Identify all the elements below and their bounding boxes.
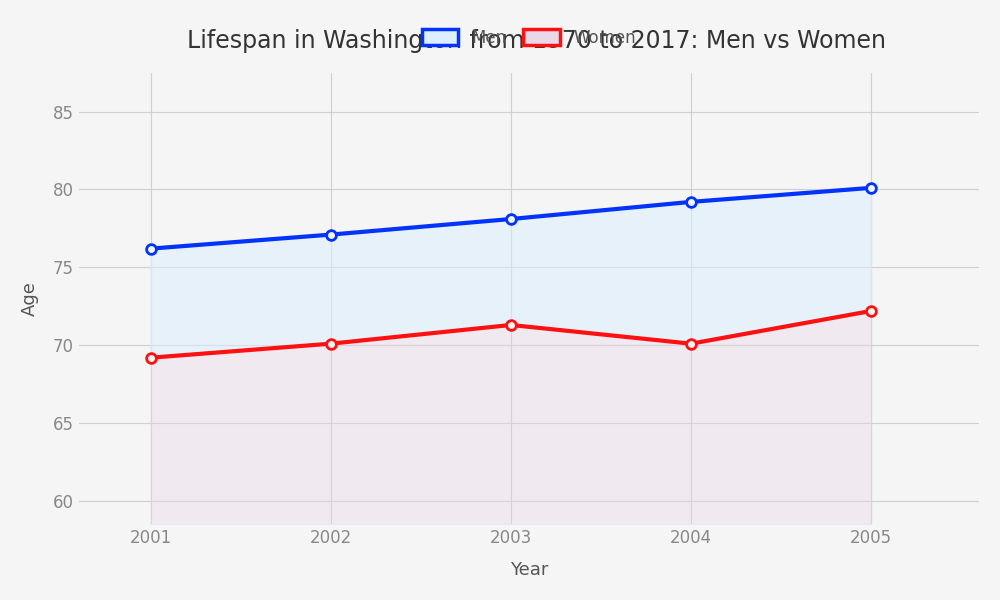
Text: Lifespan in Washington from 1970 to 2017: Men vs Women: Lifespan in Washington from 1970 to 2017…: [187, 29, 886, 53]
Y-axis label: Age: Age: [21, 281, 39, 316]
Legend: Men, Women: Men, Women: [415, 22, 643, 53]
X-axis label: Year: Year: [510, 561, 548, 579]
